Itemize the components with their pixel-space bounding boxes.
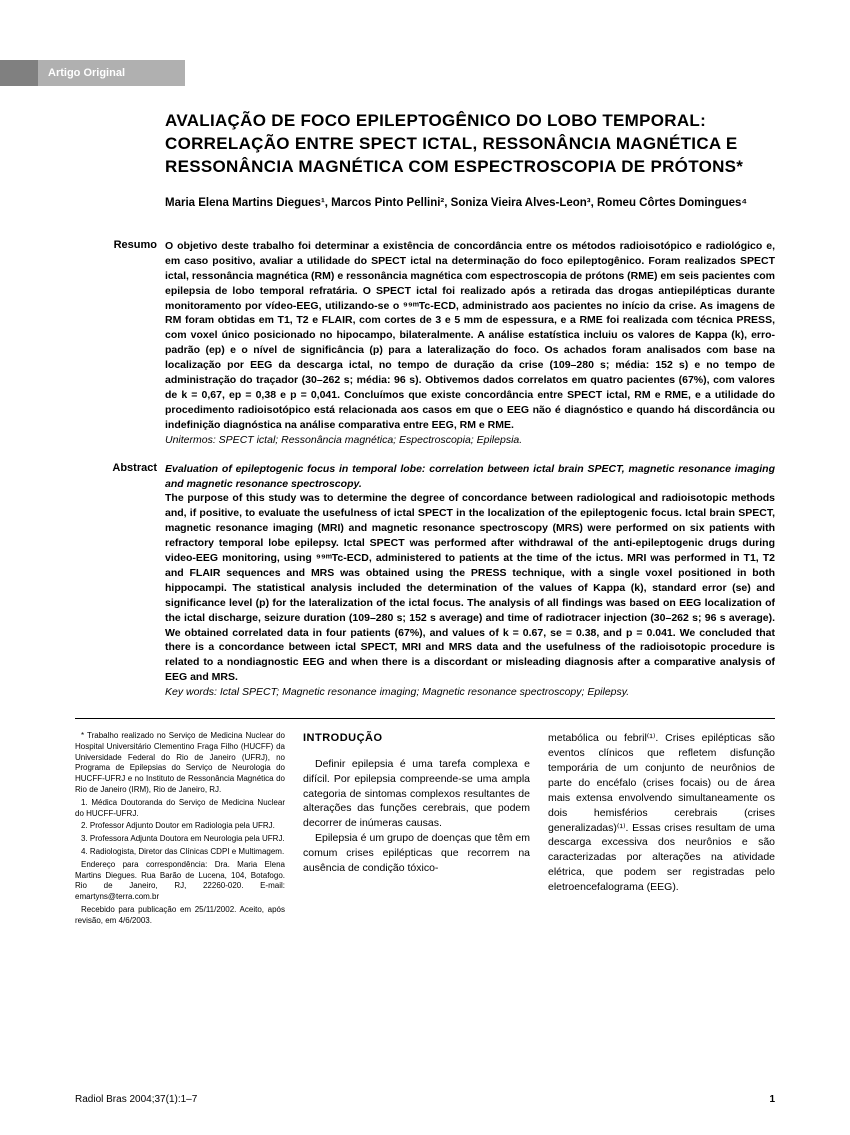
footnote: 2. Professor Adjunto Doutor em Radiologi…: [75, 821, 285, 832]
page-number: 1: [769, 1094, 775, 1105]
intro-paragraph: metabólica ou febril⁽¹⁾. Crises epilépti…: [548, 731, 775, 895]
footnote: * Trabalho realizado no Serviço de Medic…: [75, 731, 285, 796]
resumo-label: Resumo: [75, 239, 165, 448]
abstract-section: Abstract Evaluation of epileptogenic foc…: [75, 462, 775, 701]
bottom-columns: * Trabalho realizado no Serviço de Medic…: [75, 731, 775, 929]
intro-paragraph: Definir epilepsia é uma tarefa complexa …: [303, 757, 530, 832]
footnote: 3. Professora Adjunta Doutora em Neurolo…: [75, 834, 285, 845]
badge-accent: [0, 60, 38, 86]
footnote: Recebido para publicação em 25/11/2002. …: [75, 905, 285, 927]
footnote: Endereço para correspondência: Dra. Mari…: [75, 860, 285, 903]
intro-column-2: metabólica ou febril⁽¹⁾. Crises epilépti…: [548, 731, 775, 929]
page-footer: Radiol Bras 2004;37(1):1–7 1: [75, 1094, 775, 1105]
footnote: 4. Radiologista, Diretor das Clínicas CD…: [75, 847, 285, 858]
intro-paragraph: Epilepsia é um grupo de doenças que têm …: [303, 831, 530, 876]
abstract-body: Evaluation of epileptogenic focus in tem…: [165, 462, 775, 701]
resumo-text: O objetivo deste trabalho foi determinar…: [165, 240, 775, 431]
journal-citation: Radiol Bras 2004;37(1):1–7: [75, 1094, 197, 1105]
divider: [75, 718, 775, 719]
article-title: AVALIAÇÃO DE FOCO EPILEPTOGÊNICO DO LOBO…: [165, 110, 775, 179]
resumo-body: O objetivo deste trabalho foi determinar…: [165, 239, 775, 448]
abstract-label: Abstract: [75, 462, 165, 701]
intro-column-1: INTRODUÇÃO Definir epilepsia é uma taref…: [303, 731, 530, 929]
resumo-keywords: Unitermos: SPECT ictal; Ressonância magn…: [165, 434, 522, 446]
abstract-text: The purpose of this study was to determi…: [165, 492, 775, 683]
footnote: 1. Médica Doutoranda do Serviço de Medic…: [75, 798, 285, 820]
abstract-subtitle: Evaluation of epileptogenic focus in tem…: [165, 463, 775, 490]
abstract-keywords: Key words: Ictal SPECT; Magnetic resonan…: [165, 686, 629, 698]
intro-heading: INTRODUÇÃO: [303, 731, 530, 747]
resumo-section: Resumo O objetivo deste trabalho foi det…: [75, 239, 775, 448]
footnotes-column: * Trabalho realizado no Serviço de Medic…: [75, 731, 285, 929]
authors-line: Maria Elena Martins Diegues¹, Marcos Pin…: [165, 195, 775, 211]
badge-label: Artigo Original: [38, 60, 185, 86]
article-type-badge: Artigo Original: [0, 60, 185, 86]
